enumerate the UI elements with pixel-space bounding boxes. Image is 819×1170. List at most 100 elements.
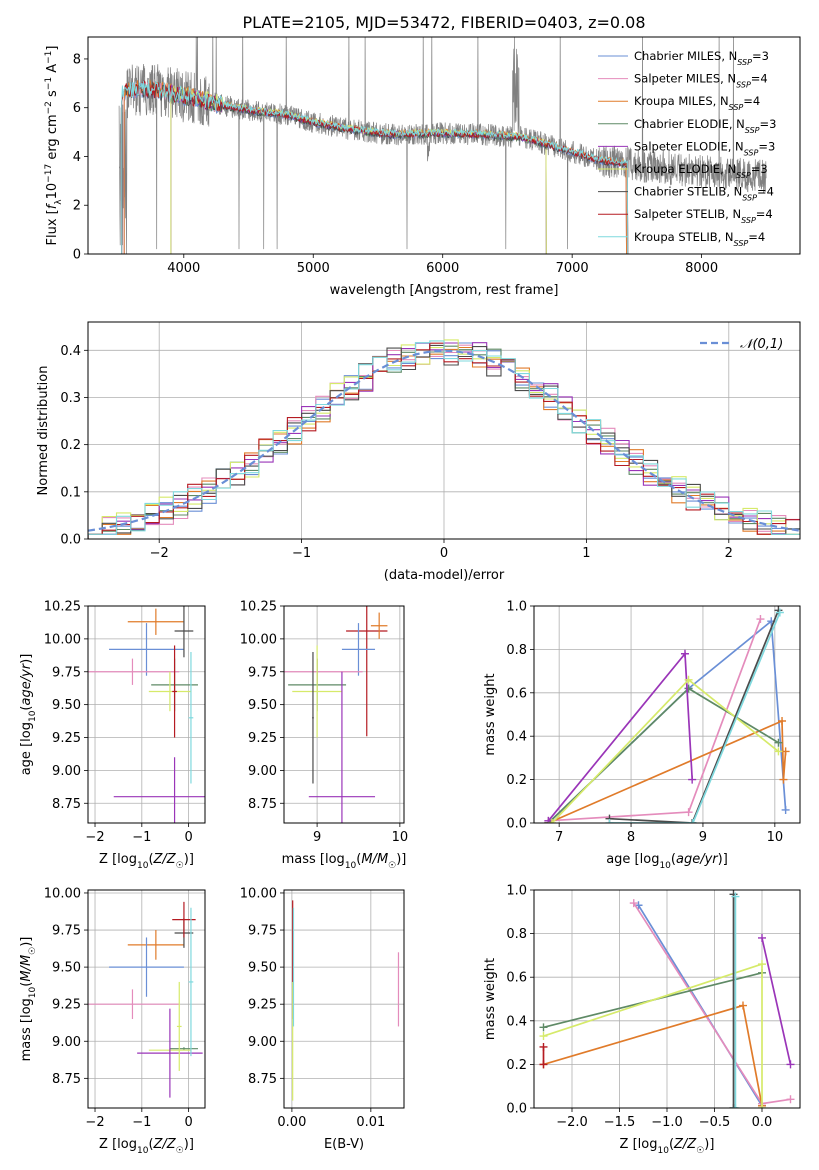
label-part: 10 <box>137 861 149 871</box>
plot-area <box>88 339 800 539</box>
label-part: E(B-V) <box>324 1137 364 1152</box>
y-tick-label: 4 <box>73 150 81 165</box>
weight-marker <box>731 1104 740 1108</box>
y-tick-label: 0.4 <box>506 730 527 745</box>
label-part: age/yr <box>676 852 719 867</box>
y-tick-label: 0.0 <box>506 1102 527 1117</box>
plot-area <box>544 606 790 823</box>
legend-sub: SSP <box>734 238 749 247</box>
x-tick-label: −1.5 <box>604 1115 636 1130</box>
label-part: −17 <box>44 164 54 183</box>
weight-marker <box>786 1095 795 1104</box>
label-part: Flux [ <box>45 209 60 245</box>
y-tick-label: 9.25 <box>52 731 81 746</box>
weight-marker <box>688 819 697 823</box>
legend-label: Salpeter ELODIE, NSSP=3 <box>634 139 775 157</box>
axes-frame <box>87 36 801 255</box>
label-part: ] <box>45 46 60 51</box>
x-tick-label: 7000 <box>556 261 589 276</box>
weight-marker <box>731 892 740 901</box>
weight-marker <box>739 1001 747 1010</box>
weight-marker <box>547 819 556 823</box>
plot-area <box>292 900 400 1101</box>
legend-sub: SSP <box>736 171 751 180</box>
plot-area <box>118 37 767 254</box>
weight-marker <box>781 747 790 756</box>
y-tick-label: 9.00 <box>52 764 81 779</box>
weight-series <box>539 1042 548 1069</box>
legend-name: Salpeter MILES, N <box>634 72 736 86</box>
y-tick-label: 9.50 <box>248 961 277 976</box>
x-tick-label: 6000 <box>426 261 459 276</box>
x-tick-label: 0.01 <box>356 1115 385 1130</box>
y-tick-label: 9.00 <box>248 764 277 779</box>
weight-marker <box>688 775 697 784</box>
label-part: ( <box>19 706 34 711</box>
legend-value: =4 <box>756 207 773 221</box>
x-axis-label: Z [log10(Z/Z☉)] <box>99 1137 194 1156</box>
figure-title: PLATE=2105, MJD=53472, FIBERID=0403, z=0… <box>242 13 645 32</box>
x-tick-label: −2.0 <box>556 1115 588 1130</box>
weight-marker <box>539 1032 548 1041</box>
y-tick-label: 9.25 <box>248 731 277 746</box>
errorbar-point <box>176 981 182 1071</box>
model-spectrum-line <box>121 81 629 254</box>
label-part: Z/Z <box>153 852 177 867</box>
label-part: ( <box>356 852 361 867</box>
weight-series <box>605 608 784 823</box>
weight-line <box>633 902 791 1105</box>
x-tick-label: 0 <box>440 546 448 561</box>
y-tick-label: 9.00 <box>52 1035 81 1050</box>
age-vs-metallicity-panel: −2 −1 0 8.75 9.00 9.25 9.50 9.75 10.00 10.25 Z [lo… <box>19 600 206 871</box>
weight-series <box>544 617 790 823</box>
legend-value: =4 <box>748 230 765 244</box>
x-tick-label: 7 <box>555 830 563 845</box>
legend-name: Chabrier ELODIE, N <box>634 117 745 131</box>
y-tick-label: 8.75 <box>248 1072 277 1087</box>
weight-marker <box>774 747 783 756</box>
x-tick-label: −1.0 <box>651 1115 683 1130</box>
legend-value: =3 <box>752 49 769 63</box>
spectrum-panel: 4000 5000 6000 7000 8000 0 2 4 6 8 wavelength [Ang… <box>44 36 801 298</box>
legend-value: =3 <box>751 162 768 176</box>
x-tick-label: 1 <box>582 546 590 561</box>
age-vs-mass-panel: 9 10 8.75 9.00 9.25 9.50 9.75 10.00 10.25 mass [l… <box>240 600 408 872</box>
y-tick-label: 0.4 <box>506 1014 527 1029</box>
legend-sub: SSP <box>744 148 759 157</box>
legend-label: Chabrier ELODIE, NSSP=3 <box>634 117 776 135</box>
errorbar-point <box>308 671 376 823</box>
y-tick-label: 9.25 <box>248 998 277 1013</box>
legend-sub: SSP <box>729 103 744 112</box>
residuals-panel: −2 −1 0 1 2 0.0 0.1 0.2 0.3 0.4 (data-model)/error… <box>36 321 801 583</box>
weight-line <box>609 609 780 823</box>
y-tick-label: 0.4 <box>60 344 81 359</box>
label-part: erg cm <box>45 114 60 163</box>
label-part: 10 <box>657 1146 669 1156</box>
label-part: ( <box>671 852 676 867</box>
weight-line <box>547 687 779 823</box>
y-tick-label: 10.00 <box>44 632 81 647</box>
y-tick-label: 1.0 <box>506 884 527 899</box>
weight-marker <box>539 1060 548 1069</box>
label-part: f <box>45 202 60 209</box>
label-part: ( <box>148 852 153 867</box>
label-part: mass [log <box>282 852 345 867</box>
label-part: −2 <box>44 101 54 114</box>
plot-area <box>88 901 203 1098</box>
weight-marker <box>605 819 614 823</box>
data-spectrum-line <box>118 37 767 254</box>
errorbar-point <box>312 652 314 784</box>
errorbar-point <box>88 658 180 685</box>
y-tick-label: 9.25 <box>52 998 81 1013</box>
normal-reference-curve <box>88 349 800 532</box>
weight-marker <box>774 738 783 747</box>
label-part: 10 <box>345 861 357 871</box>
x-tick-label: 0 <box>184 1115 192 1130</box>
legend-sub: SSP <box>742 193 757 202</box>
legend-name: Salpeter ELODIE, N <box>634 139 744 153</box>
x-tick-label: 9 <box>313 830 321 845</box>
weight-line <box>548 719 787 823</box>
